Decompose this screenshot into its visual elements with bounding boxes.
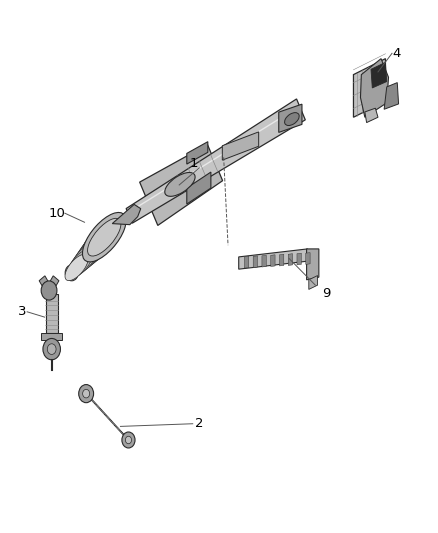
Ellipse shape [43,338,60,360]
Polygon shape [239,249,307,269]
Text: 4: 4 [392,47,401,60]
Polygon shape [46,276,59,293]
Polygon shape [384,83,399,109]
Polygon shape [187,142,208,164]
Polygon shape [84,214,124,260]
Text: 10: 10 [49,207,65,220]
Polygon shape [271,255,275,266]
Polygon shape [353,59,385,117]
Polygon shape [39,276,52,293]
Polygon shape [74,234,106,270]
Polygon shape [288,254,293,265]
Polygon shape [307,249,319,280]
Ellipse shape [88,219,121,256]
Polygon shape [70,244,97,276]
Polygon shape [279,254,284,266]
Ellipse shape [47,344,56,354]
Ellipse shape [79,385,94,403]
Ellipse shape [165,173,195,196]
Polygon shape [223,132,259,160]
Ellipse shape [285,112,299,125]
Polygon shape [365,108,378,123]
Polygon shape [66,255,87,280]
Polygon shape [360,59,389,117]
Polygon shape [253,256,258,268]
Polygon shape [309,276,318,289]
Polygon shape [126,99,305,223]
Ellipse shape [122,432,135,448]
Ellipse shape [82,213,126,262]
Text: 9: 9 [322,287,331,300]
Polygon shape [65,254,88,281]
Polygon shape [84,391,131,443]
Polygon shape [371,62,387,88]
Polygon shape [297,253,301,265]
Polygon shape [46,294,58,333]
Ellipse shape [41,281,57,300]
Text: 2: 2 [195,417,204,430]
Polygon shape [262,255,266,267]
Polygon shape [244,256,249,268]
Polygon shape [187,172,211,204]
Text: 1: 1 [190,157,198,170]
Polygon shape [67,249,93,278]
Polygon shape [279,104,302,132]
Polygon shape [140,144,223,225]
Polygon shape [81,219,120,263]
Polygon shape [112,205,141,225]
Polygon shape [79,224,116,265]
Polygon shape [306,253,310,264]
Ellipse shape [83,390,90,398]
Ellipse shape [125,436,131,443]
Polygon shape [41,333,62,340]
Polygon shape [72,239,102,273]
Text: 3: 3 [18,305,26,318]
Ellipse shape [65,265,78,281]
Polygon shape [77,229,111,268]
